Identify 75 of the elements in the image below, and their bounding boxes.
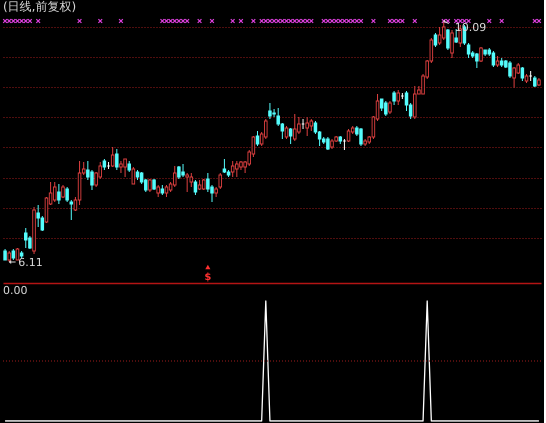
candlestick [446,28,450,50]
candlestick [36,204,40,228]
candlestick [533,76,537,88]
candlestick [496,56,500,68]
candlestick [148,178,152,192]
candlestick [202,178,206,190]
candlestick [235,160,239,178]
candlestick [434,32,438,48]
candlestick [293,114,297,142]
candlestick [70,200,74,220]
candlestick [24,228,28,248]
candlestick [164,184,168,198]
candlestick [65,186,69,202]
candlestick [102,158,106,170]
candlestick [305,116,309,136]
candlestick [392,90,396,106]
candlestick [12,248,16,260]
candlestick [110,146,114,168]
candlestick [206,172,210,192]
candlestick [268,102,272,120]
candlestick [52,182,56,202]
candlestick [466,42,470,58]
data-label: $ [204,272,212,283]
candlestick [214,186,218,198]
candlestick [194,180,198,196]
candlestick [492,50,496,68]
candlestick [310,118,314,132]
chart-title: (日线,前复权) [3,0,76,14]
candlestick [61,184,65,198]
candlestick [230,160,234,178]
candlestick [7,250,11,262]
candlestick [156,184,160,198]
candlestick [198,180,202,190]
candlestick [123,158,127,178]
candlestick [57,184,61,204]
candlestick [132,166,136,184]
candlestick [475,52,479,68]
candlestick [44,196,48,224]
candlestick [3,248,7,260]
candlestick [16,248,20,260]
candlestick [152,178,156,190]
candlestick [330,138,334,150]
candlestick [413,86,417,120]
candlestick [288,128,292,144]
candlestick [359,128,363,146]
candlestick [222,158,226,174]
candlestick [181,164,185,178]
candlestick [218,172,222,190]
candlestick [256,130,260,146]
candlestick [136,170,140,180]
candlestick [284,126,288,140]
chart-title: 0.00 [3,284,28,297]
candlestick [346,128,350,142]
candlestick [177,166,181,180]
candlestick [479,46,483,62]
candlestick [520,66,524,82]
candlestick [115,148,119,170]
candlestick [190,172,194,188]
candlestick [396,90,400,106]
candlestick [326,136,330,150]
candlestick [172,166,176,188]
candlestick [119,160,123,174]
candlestick [380,98,384,112]
candlestick [442,20,446,40]
candlestick [384,100,388,116]
candlestick [516,62,520,74]
candlestick [40,216,44,232]
candlestick [127,160,131,172]
candlestick [450,30,454,58]
annotation: 6.11 [18,256,43,269]
candlestick [388,100,392,114]
candlestick [185,172,189,192]
candlestick [160,184,164,196]
candlestick [508,60,512,78]
candlestick [512,66,516,88]
